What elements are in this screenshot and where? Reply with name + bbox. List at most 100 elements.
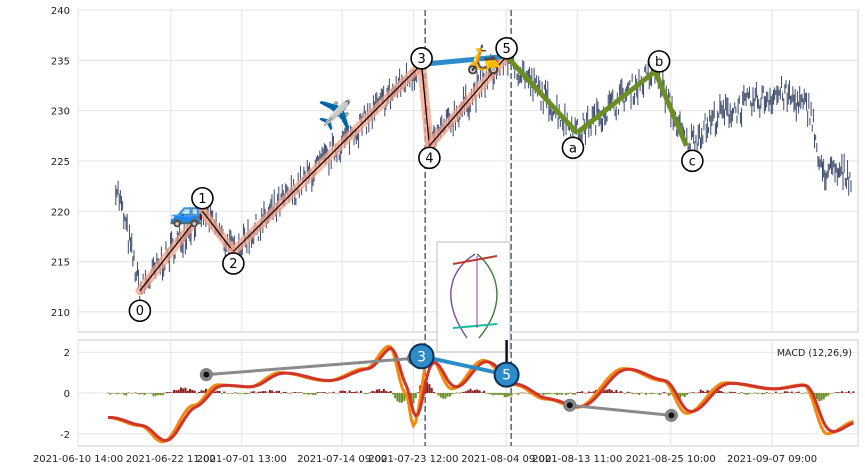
- macd-histogram-bar: [743, 393, 746, 394]
- macd-histogram-bar: [198, 391, 201, 393]
- macd-histogram-bar: [412, 393, 415, 404]
- macd-histogram-bar: [635, 393, 638, 394]
- macd-histogram-bar: [350, 391, 353, 393]
- macd-histogram-bar: [638, 393, 641, 395]
- divergence-line: [206, 356, 414, 377]
- macd-histogram-bar: [524, 392, 527, 394]
- macd-histogram-bar: [214, 391, 217, 393]
- macd-histogram-bar: [152, 393, 155, 397]
- divergence-point: [203, 371, 210, 378]
- macd-histogram-bar: [446, 393, 449, 397]
- macd-histogram-bar: [161, 393, 164, 396]
- macd-histogram-bar: [788, 392, 791, 394]
- x-tick-label: 2021-07-01 13:00: [197, 454, 287, 465]
- macd-histogram-bar: [519, 392, 522, 394]
- macd-histogram-bar: [478, 390, 481, 393]
- macd-histogram-bar: [357, 392, 360, 394]
- macd-histogram-bar: [660, 392, 663, 394]
- macd-histogram-bar: [389, 390, 392, 393]
- x-tick-label: 2021-08-13 11:00: [532, 454, 622, 465]
- macd-histogram-bar: [261, 391, 264, 393]
- macd-histogram-bar: [346, 392, 349, 394]
- impulse-wave-line: [139, 210, 203, 292]
- macd-histogram-bar: [774, 391, 777, 393]
- macd-histogram-bar: [578, 391, 581, 393]
- macd-histogram-bar: [765, 392, 768, 393]
- macd-histogram-bar: [825, 393, 828, 397]
- macd-histogram-bar: [259, 391, 262, 393]
- macd-histogram-bar: [369, 392, 372, 393]
- divergence-line: [569, 403, 672, 417]
- wave-label-0: 0: [136, 304, 144, 319]
- macd-histogram-bar: [353, 391, 356, 393]
- x-tick-label: 2021-06-10 14:00: [33, 454, 123, 465]
- macd-histogram-bar: [651, 393, 654, 394]
- macd-histogram-bar: [268, 390, 271, 393]
- macd-histogram-bar: [264, 391, 267, 393]
- macd-histogram-bar: [510, 393, 513, 396]
- macd-histogram-bar: [603, 390, 606, 393]
- macd-histogram-bar: [348, 390, 351, 393]
- macd-histogram-bar: [321, 392, 324, 393]
- macd-histogram-bar: [157, 393, 160, 396]
- macd-histogram-bar: [496, 393, 499, 395]
- macd-histogram-bar: [467, 390, 470, 393]
- macd-histogram-bar: [802, 393, 805, 394]
- macd-histogram-bar: [344, 390, 347, 393]
- macd-histogram-bar: [587, 391, 590, 393]
- macd-histogram-bar: [754, 392, 757, 394]
- macd-histogram-bar: [834, 392, 837, 393]
- macd-histogram-bar: [508, 393, 511, 397]
- macd-histogram-bar: [460, 392, 463, 393]
- macd-histogram-bar: [729, 391, 732, 393]
- macd-histogram-bar: [141, 393, 144, 394]
- wave-lines: [135, 51, 689, 296]
- macd-histogram-bar: [236, 393, 239, 394]
- macd-histogram-bar: [797, 391, 800, 393]
- macd-histogram-bar: [435, 393, 438, 394]
- macd-histogram-bar: [724, 393, 727, 394]
- macd-histogram-bar: [282, 392, 285, 393]
- macd-histogram-bar: [277, 390, 280, 393]
- macd-histogram-bar: [360, 390, 363, 393]
- macd-histogram-bar: [166, 391, 169, 393]
- macd-histogram-bar: [462, 391, 465, 393]
- macd-histogram-bar: [170, 392, 173, 393]
- macd-histogram-bar: [567, 393, 570, 394]
- macd-histogram-bar: [631, 393, 634, 395]
- macd-histogram-bar: [307, 393, 310, 395]
- macd-histogram-bar: [663, 391, 666, 393]
- macd-histogram-bar: [747, 393, 750, 395]
- macd-histogram-bar: [175, 390, 178, 393]
- macd-histogram-bar: [129, 393, 132, 394]
- macd-histogram-bar: [303, 393, 306, 395]
- wave-label-1: 1: [198, 192, 206, 207]
- macd-histogram-bar: [394, 393, 397, 399]
- macd-histogram-bar: [312, 393, 315, 395]
- macd-histogram-bar: [330, 392, 333, 394]
- macd-histogram-bar: [266, 392, 269, 394]
- macd-histogram-bar: [122, 393, 125, 395]
- macd-histogram-bar: [494, 393, 497, 395]
- macd-histogram-bar: [442, 393, 445, 399]
- macd-histogram-bar: [845, 392, 848, 393]
- macd-histogram-bar: [430, 387, 433, 393]
- macd-histogram-bar: [829, 393, 832, 394]
- wave-label-2: 2: [229, 257, 237, 272]
- macd-histogram-bar: [189, 388, 192, 393]
- macd-histogram-bar: [339, 390, 342, 393]
- macd-wave-badge-label-3: 3: [417, 349, 426, 365]
- macd-histogram-bar: [581, 391, 584, 393]
- macd-histogram-bar: [116, 393, 119, 395]
- macd-histogram-bar: [248, 393, 251, 394]
- macd-histogram-bar: [234, 392, 237, 393]
- macd-histogram-bar: [590, 392, 593, 393]
- macd-histogram-bar: [287, 393, 290, 394]
- macd-title: MACD (12,26,9): [777, 348, 852, 359]
- macd-histogram-bar: [836, 392, 839, 393]
- macd-histogram-bar: [745, 393, 748, 395]
- macd-histogram-bar: [362, 393, 365, 394]
- x-tick-label: 2021-08-25 10:00: [626, 454, 716, 465]
- macd-histogram-bar: [193, 390, 196, 393]
- macd-histogram-bar: [806, 392, 809, 394]
